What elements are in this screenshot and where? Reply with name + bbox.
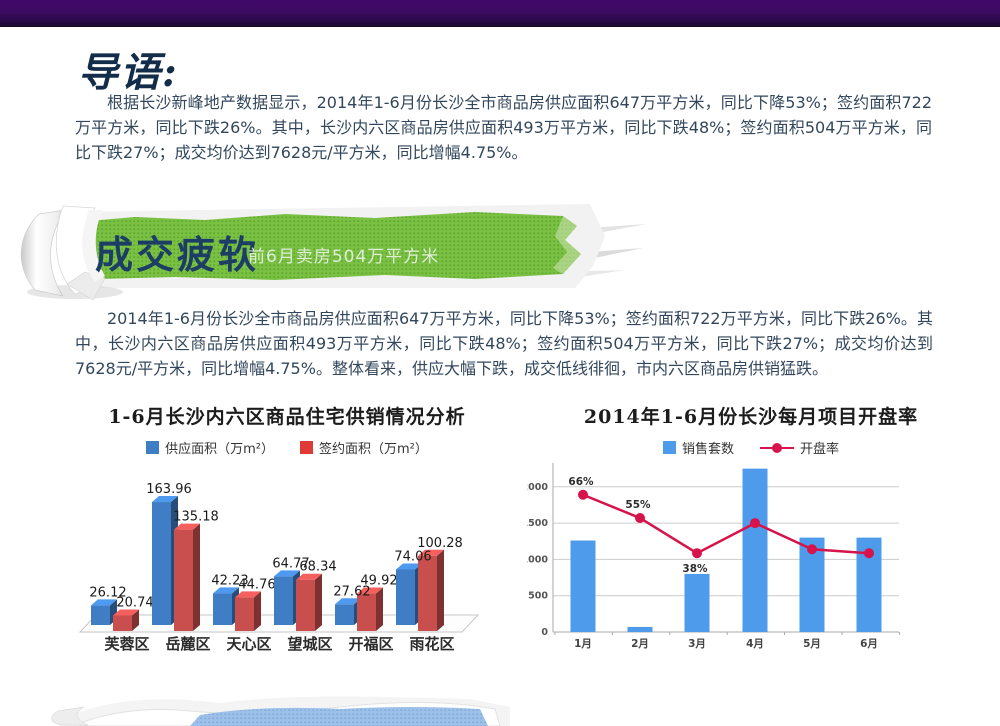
- torn-paper-brush-graphic: [20, 204, 647, 301]
- top-purple-bar: [0, 0, 1000, 27]
- svg-text:开福区: 开福区: [348, 635, 393, 653]
- legend-line-marker-icon: [760, 442, 794, 453]
- legend-swatch-sales: [662, 441, 676, 454]
- svg-text:天心区: 天心区: [226, 635, 271, 653]
- svg-text:74.06: 74.06: [394, 549, 431, 564]
- svg-text:68.34: 68.34: [299, 560, 336, 575]
- intro-heading: 导语:: [78, 49, 179, 96]
- svg-text:44.76: 44.76: [238, 577, 275, 592]
- legend-swatch-supply: [146, 441, 160, 454]
- chart-monthly-open-rate: 2014年1-6月份长沙每月项目开盘率 销售套数 开盘率 0 500 1000 150…: [527, 402, 975, 657]
- svg-text:芙蓉区: 芙蓉区: [103, 635, 149, 653]
- bottom-torn-banner: [40, 681, 510, 726]
- svg-text:163.96: 163.96: [146, 482, 192, 497]
- svg-text:2000: 2000: [527, 482, 548, 493]
- chart-supply-signed: 1-6月长沙内六区商品住宅供销情况分析 供应面积（万m²） 签约面积（万m²） …: [72, 402, 502, 662]
- svg-text:500: 500: [528, 591, 548, 602]
- combo-chart-canvas: 0 500 1000 1500 2000 66% 55% 38% 1月 2月 3月 4月 5月 6月: [527, 463, 900, 650]
- svg-text:2月: 2月: [631, 638, 649, 650]
- svg-text:100.28: 100.28: [417, 536, 463, 551]
- svg-text:64.77: 64.77: [272, 556, 309, 571]
- svg-text:4月: 4月: [746, 638, 764, 650]
- svg-text:5月: 5月: [803, 638, 821, 650]
- legend-label-signed: 签约面积（万m²）: [319, 442, 428, 457]
- svg-text:135.18: 135.18: [173, 510, 219, 525]
- bottom-banner-graphic: [51, 696, 510, 726]
- svg-text:0: 0: [541, 627, 548, 638]
- legend-label-supply: 供应面积（万m²）: [165, 442, 274, 457]
- section-title: 成交疲软: [95, 233, 260, 277]
- svg-text:望城区: 望城区: [287, 635, 332, 653]
- svg-text:49.92: 49.92: [360, 574, 397, 589]
- intro-paragraph: 根据长沙新峰地产数据显示，2014年1-6月份长沙全市商品房供应面积647万平方…: [75, 93, 932, 162]
- section-paragraph: 2014年1-6月份长沙全市商品房供应面积647万平方米，同比下降53%；签约面…: [75, 309, 933, 378]
- svg-text:38%: 38%: [682, 563, 708, 575]
- svg-text:55%: 55%: [625, 499, 651, 511]
- svg-text:6月: 6月: [860, 638, 878, 650]
- left-chart-legend: 供应面积（万m²） 签约面积（万m²）: [72, 438, 502, 457]
- svg-text:1月: 1月: [574, 638, 592, 650]
- svg-text:20.74: 20.74: [116, 595, 153, 610]
- svg-text:雨花区: 雨花区: [409, 635, 454, 653]
- left-chart-title: 1-6月长沙内六区商品住宅供销情况分析: [108, 406, 466, 428]
- svg-text:66%: 66%: [568, 476, 594, 488]
- legend-label-openrate: 开盘率: [800, 442, 840, 457]
- svg-text:3月: 3月: [688, 638, 706, 650]
- right-chart-title: 2014年1-6月份长沙每月项目开盘率: [583, 406, 919, 428]
- section-subtitle: 前6月卖房504万平方米: [248, 247, 440, 267]
- svg-text:1500: 1500: [527, 518, 548, 529]
- svg-text:26.12: 26.12: [89, 585, 126, 600]
- svg-text:岳麓区: 岳麓区: [165, 635, 210, 653]
- right-chart-legend: 销售套数 开盘率: [527, 438, 975, 457]
- section-banner: 成交疲软 前6月卖房504万平方米: [5, 196, 650, 306]
- legend-swatch-signed: [300, 441, 313, 454]
- svg-text:1000: 1000: [527, 554, 548, 565]
- legend-label-sales: 销售套数: [681, 442, 734, 457]
- svg-text:27.62: 27.62: [333, 584, 370, 599]
- svg-text:42.23: 42.23: [211, 573, 248, 588]
